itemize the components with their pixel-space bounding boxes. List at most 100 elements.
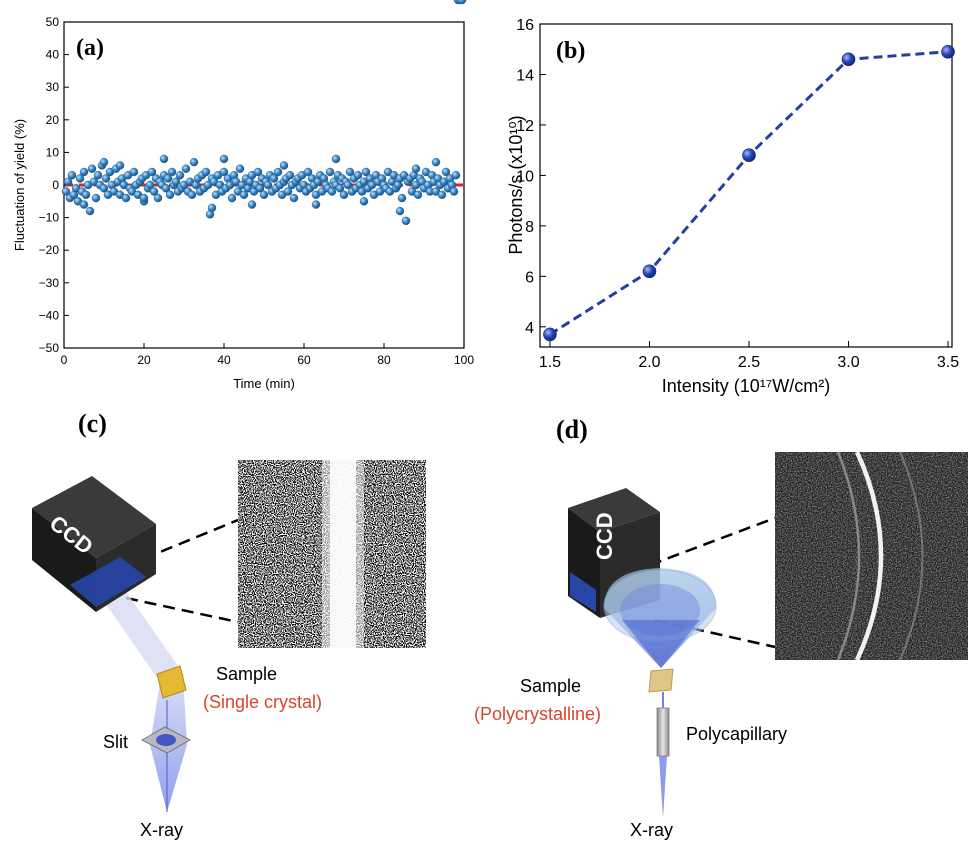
panel-b-x-tick-label: 1.5 <box>539 354 561 371</box>
panel-a-data-point <box>145 180 155 190</box>
panel-b-y-tick-label: 14 <box>516 67 534 84</box>
panel-a-x-tick-label: 40 <box>217 353 231 367</box>
panel-a-data-point <box>165 190 175 199</box>
panel-a-data-point <box>327 187 337 196</box>
panel-a-data-point <box>63 177 73 186</box>
panel-d-sample-type: (Polycrystalline) <box>474 704 601 724</box>
panel-a-data-point <box>161 184 171 193</box>
panel-c-sample-crystal <box>156 665 187 699</box>
panel-a-data-point <box>411 164 421 173</box>
panel-b-x-tick-label: 2.5 <box>738 354 760 371</box>
panel-a-data-point <box>85 206 95 216</box>
panel-a-y-axis-label: Fluctuation of yield (%) <box>12 119 27 251</box>
panel-c-single-crystal-setup: (c) CCD Sample (Single cry <box>32 409 426 840</box>
panel-b-data-point <box>941 44 955 59</box>
panel-a-data-point <box>343 180 353 190</box>
panel-a-data-point <box>345 167 355 177</box>
panel-d-polycapillary-label: Polycapillary <box>686 724 787 744</box>
panel-a-data-point <box>91 193 101 203</box>
panel-a-y-tick-label: 20 <box>46 113 60 127</box>
panel-b-y-tick-label: 12 <box>516 118 534 135</box>
panel-a-data-point <box>285 171 295 180</box>
panel-b-y-tick-label: 6 <box>525 269 534 286</box>
panel-b-data-point <box>543 327 557 342</box>
panel-a-letter: (a) <box>76 35 104 61</box>
panel-a-data-point <box>255 184 265 193</box>
panel-a-data-point <box>395 206 405 216</box>
panel-c-diffraction-image <box>238 460 426 648</box>
panel-a-data-point <box>253 167 263 177</box>
panel-a-y-tick-label: −40 <box>39 308 60 322</box>
panel-a-data-point <box>139 193 149 203</box>
panel-a-data-point <box>335 184 345 193</box>
panel-a-x-tick-label: 0 <box>61 353 68 367</box>
panel-b-line-chart: 1.5 2.0 2.5 3.0 3.5 4 6 8 10 12 14 16 (b) Intensity… <box>506 17 959 396</box>
panel-d-polycrystalline-setup: (d) CCD <box>474 415 968 840</box>
panel-a-data-point <box>167 167 177 177</box>
panel-a-data-point <box>115 161 125 170</box>
panel-a-data-point <box>219 167 229 177</box>
panel-a-data-points <box>61 0 467 226</box>
panel-a-data-point <box>93 171 103 180</box>
panel-a-data-point <box>79 200 89 209</box>
panel-d-letter: (d) <box>556 415 588 444</box>
panel-b-y-tick-label: 4 <box>525 320 534 337</box>
panel-a-data-point <box>283 187 293 196</box>
panel-a-y-tick-label: −10 <box>39 211 60 225</box>
panel-a-data-point <box>207 203 217 213</box>
panel-c-sample-label: Sample <box>216 664 277 684</box>
panel-a-data-point <box>147 167 157 177</box>
panel-a-data-point <box>339 190 349 199</box>
panel-a-data-point <box>361 167 371 177</box>
panel-d-polycapillary <box>656 707 670 757</box>
panel-a-data-point <box>353 171 363 180</box>
panel-a-data-point <box>431 157 441 167</box>
panel-a-data-point <box>235 164 245 173</box>
panel-b-letter: (b) <box>556 38 585 64</box>
panel-a-data-point <box>269 174 279 183</box>
panel-b-y-axis-label: Photons/s (x10¹⁰) <box>506 115 526 254</box>
panel-a-data-point <box>187 190 197 199</box>
panel-d-zoom-line-top <box>649 516 776 567</box>
panel-b-x-tick-label: 3.5 <box>937 354 959 371</box>
panel-d-xray-label: X-ray <box>630 820 673 840</box>
panel-a-data-point <box>121 193 131 203</box>
panel-a-data-point <box>201 167 211 177</box>
panel-a-data-point <box>401 216 411 226</box>
panel-a-data-point <box>247 200 257 209</box>
panel-a-x-tick-label: 80 <box>377 353 391 367</box>
panel-a-data-point <box>289 193 299 203</box>
panel-a-x-axis-label: Time (min) <box>233 376 295 391</box>
panel-a-data-point <box>159 154 169 164</box>
panel-a-y-tick-label: 50 <box>46 15 60 29</box>
panel-b-data-points <box>543 44 955 342</box>
panel-d-ccd-label: CCD <box>592 512 617 560</box>
panel-a-data-point <box>75 174 85 183</box>
panel-a-data-point <box>311 200 321 209</box>
panel-a-data-point <box>175 171 185 180</box>
panel-a-data-point <box>239 190 249 199</box>
panel-a-data-point <box>219 154 229 164</box>
panel-a-y-tick-label: 30 <box>46 80 60 94</box>
panel-a-y-tick-label: −20 <box>39 243 60 257</box>
panel-c-ccd-detector: CCD <box>32 476 156 612</box>
panel-a-data-point <box>279 161 289 170</box>
panel-a-x-tick-label: 20 <box>137 353 151 367</box>
panel-a-data-point <box>397 193 407 203</box>
panel-c-diffracted-beam <box>103 590 185 682</box>
panel-c-zoom-line-bottom <box>125 596 239 624</box>
panel-a-axis-ticks: 0 20 40 60 80 100 −50 −40 −30 −20 −10 0 10 20 30 40 50 <box>39 15 475 367</box>
panel-b-series-line <box>549 50 949 336</box>
panel-a-data-point <box>451 171 461 180</box>
panel-b-x-tick-label: 3.0 <box>837 354 859 371</box>
panel-d-diffraction-rings-image <box>775 451 968 661</box>
panel-a-data-point <box>67 171 77 180</box>
panel-a-y-tick-label: 40 <box>46 48 60 62</box>
panel-a-data-point <box>87 164 97 173</box>
panel-a-data-point <box>101 174 111 183</box>
panel-a-data-point <box>181 164 191 173</box>
panel-a-data-point <box>153 193 163 203</box>
panel-a-data-point <box>413 190 423 199</box>
panel-a-data-point <box>171 177 181 186</box>
